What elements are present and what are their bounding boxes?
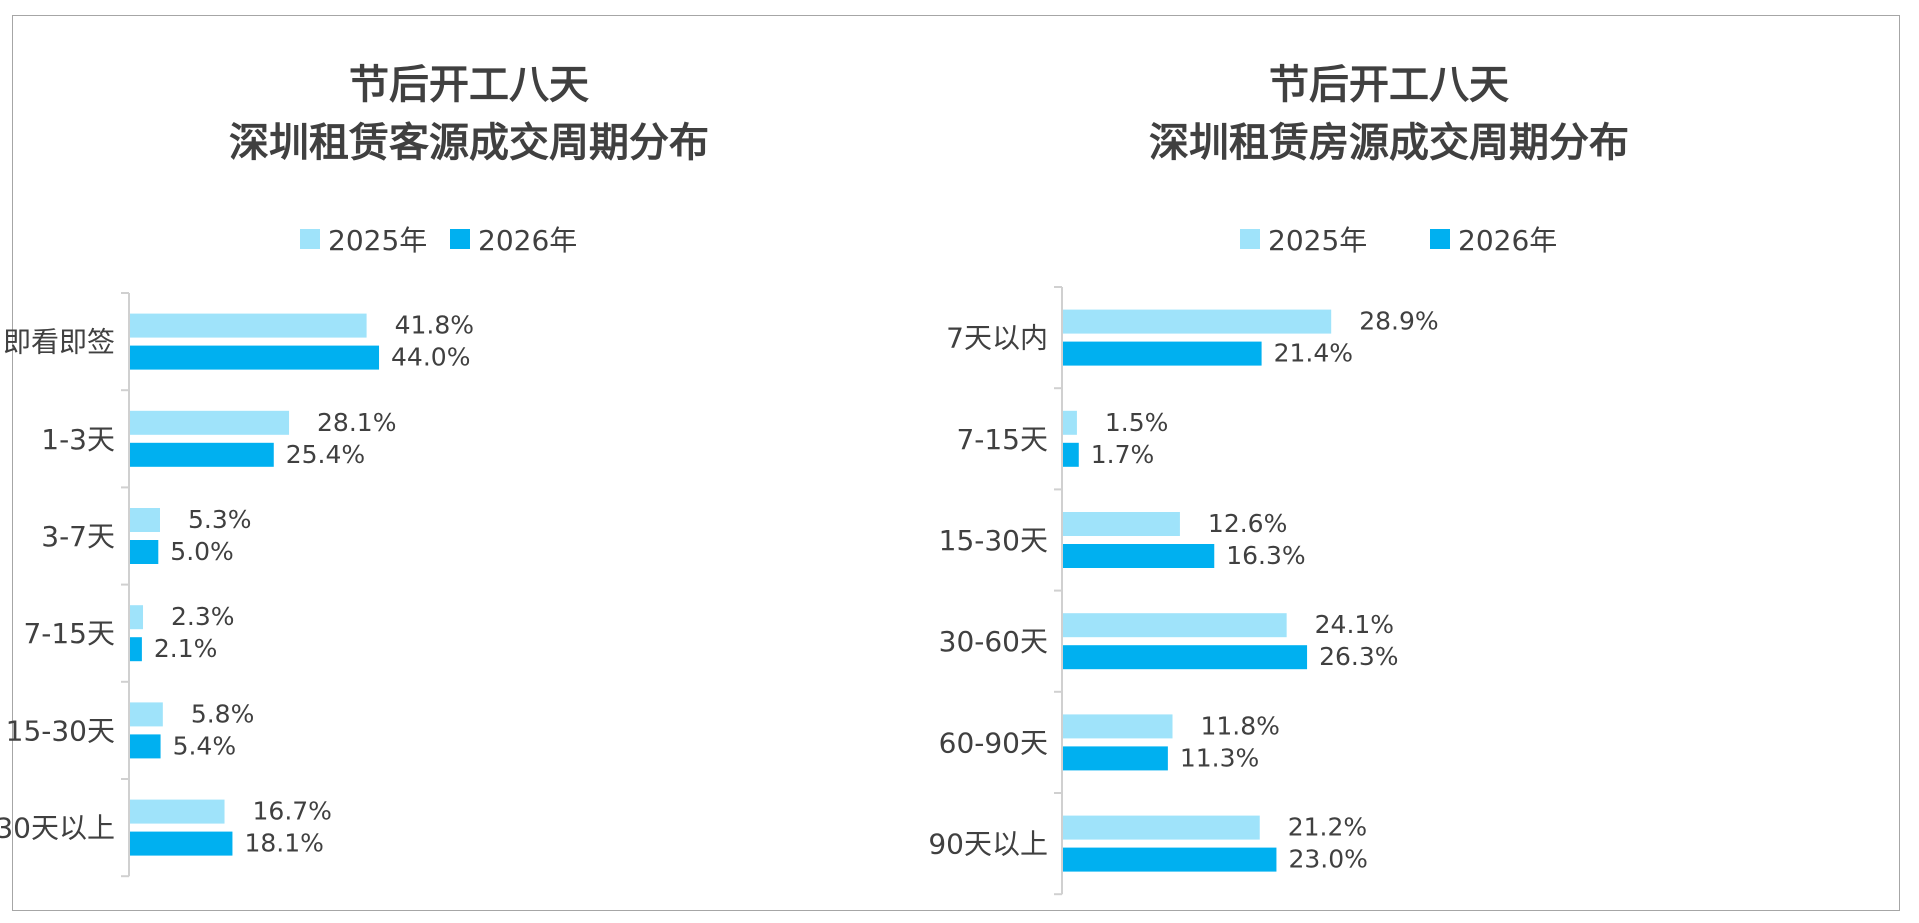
data-label: 21.2%	[1288, 813, 1367, 842]
data-label: 2.3%	[171, 602, 235, 631]
category-label: 即看即签	[3, 326, 115, 359]
category-label: 1-3天	[41, 423, 115, 456]
bar-2026	[130, 540, 159, 564]
legend-swatch	[1240, 229, 1260, 249]
legend-label: 2026年	[1458, 224, 1557, 257]
bar-2026	[1063, 847, 1277, 872]
data-label: 16.3%	[1226, 541, 1305, 570]
data-label: 16.7%	[253, 797, 332, 826]
data-label: 18.1%	[244, 829, 323, 858]
chart-title: 节后开工八天	[1269, 62, 1509, 108]
data-label: 11.8%	[1201, 711, 1280, 740]
legend-swatch	[1430, 229, 1450, 249]
bar-2025	[130, 799, 225, 824]
data-label: 25.4%	[286, 440, 365, 469]
data-label: 12.6%	[1208, 509, 1287, 538]
data-label: 28.1%	[317, 408, 396, 437]
data-label: 24.1%	[1315, 610, 1394, 639]
data-label: 23.0%	[1288, 845, 1367, 874]
category-label: 30-60天	[939, 625, 1048, 658]
chart-title: 节后开工八天	[349, 62, 589, 108]
bar-2025	[1063, 613, 1287, 638]
category-label: 7-15天	[956, 423, 1048, 456]
category-label: 60-90天	[939, 726, 1048, 759]
data-label: 41.8%	[395, 311, 474, 340]
bar-2025	[130, 605, 144, 630]
data-label: 5.8%	[191, 699, 255, 728]
legend-swatch	[450, 229, 470, 249]
data-label: 1.5%	[1105, 408, 1169, 437]
bar-2025	[130, 410, 290, 435]
bar-2026	[130, 442, 274, 467]
chart-title: 深圳租赁房源成交周期分布	[1149, 120, 1629, 166]
legend-label: 2025年	[328, 224, 427, 257]
legend-label: 2025年	[1268, 224, 1367, 257]
bar-2026	[130, 345, 380, 370]
bar-2025	[1063, 309, 1332, 334]
bar-2025	[1063, 815, 1260, 840]
data-label: 5.0%	[170, 537, 234, 566]
data-label: 26.3%	[1319, 642, 1398, 671]
bar-2026	[130, 637, 142, 662]
bar-2026	[130, 831, 233, 856]
bar-2025	[1063, 512, 1180, 536]
bar-2025	[1063, 714, 1173, 739]
category-label: 90天以上	[928, 828, 1048, 861]
data-label: 5.4%	[173, 731, 237, 760]
chart-frame	[12, 15, 1900, 911]
category-label: 15-30天	[6, 714, 115, 747]
data-label: 11.3%	[1180, 743, 1259, 772]
data-label: 44.0%	[391, 343, 470, 372]
data-label: 1.7%	[1091, 440, 1155, 469]
legend-label: 2026年	[478, 224, 577, 257]
data-label: 5.3%	[188, 505, 252, 534]
data-label: 28.9%	[1359, 307, 1438, 336]
bar-2025	[130, 508, 160, 532]
bar-2026	[1063, 442, 1079, 467]
data-label: 21.4%	[1274, 339, 1353, 368]
category-label: 7天以内	[946, 322, 1048, 355]
category-label: 15-30天	[939, 524, 1048, 557]
bar-2025	[130, 313, 367, 338]
bar-2025	[130, 702, 163, 727]
bar-2026	[1063, 544, 1215, 568]
chart-title: 深圳租赁客源成交周期分布	[229, 120, 709, 166]
category-label: 3-7天	[41, 520, 115, 553]
bar-2026	[1063, 341, 1262, 366]
bar-2026	[130, 734, 161, 759]
bar-2026	[1063, 645, 1308, 670]
category-label: 30天以上	[0, 812, 115, 845]
category-label: 7-15天	[23, 617, 115, 650]
legend-swatch	[300, 229, 320, 249]
bar-2026	[1063, 746, 1168, 771]
data-label: 2.1%	[154, 634, 218, 663]
bar-2025	[1063, 410, 1077, 435]
